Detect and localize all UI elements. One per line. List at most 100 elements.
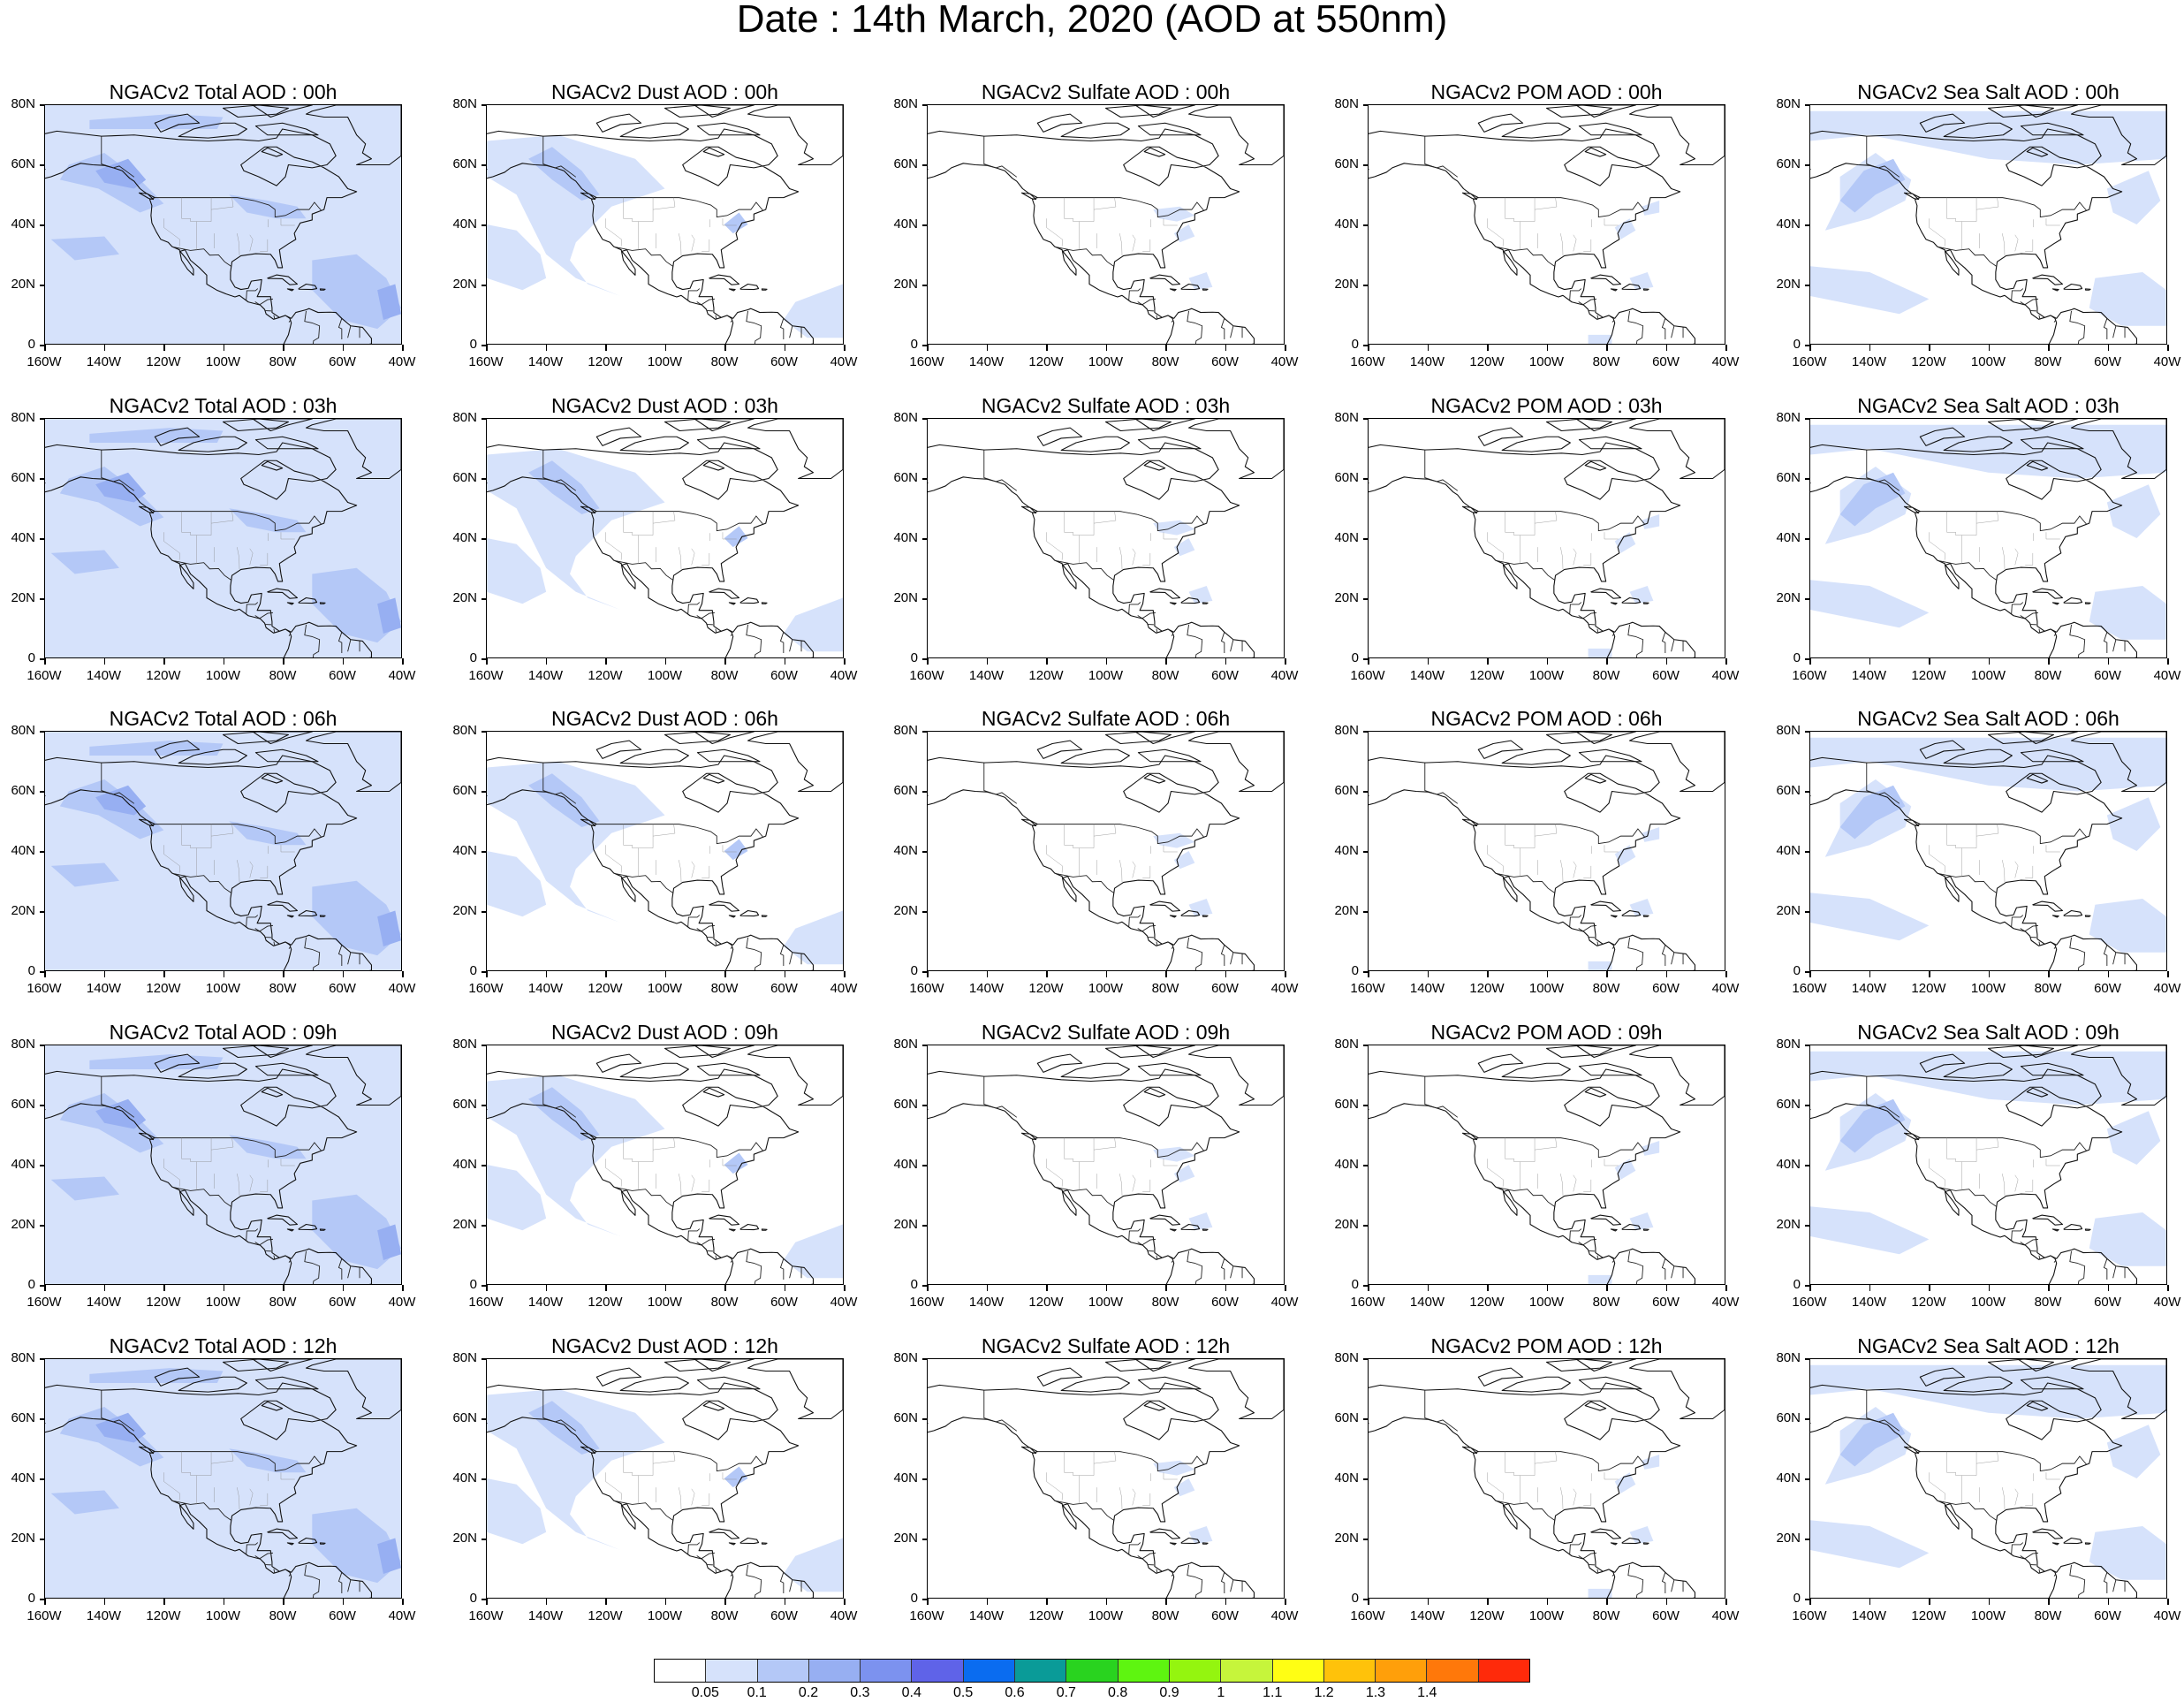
state-border — [2002, 1174, 2006, 1197]
x-tick-label: 140W — [86, 668, 122, 683]
y-tick-label: 80N — [1334, 410, 1359, 425]
x-tick-label: 160W — [468, 668, 504, 683]
coastline — [761, 602, 768, 604]
y-tick-label: 80N — [893, 96, 918, 111]
state-border — [1046, 218, 1063, 247]
country-border — [2038, 1569, 2041, 1574]
state-border — [2025, 1179, 2034, 1192]
panel-title: NGACv2 Sea Salt AOD : 12h — [1857, 1334, 2120, 1357]
aod-shading — [1188, 899, 1213, 917]
country-border — [1937, 559, 1998, 581]
x-tick-label: 140W — [968, 1608, 1005, 1623]
y-tick-mark — [482, 1539, 487, 1540]
aod-shading — [229, 821, 307, 846]
x-tick-label: 140W — [527, 1608, 564, 1623]
coastline — [1169, 1228, 1177, 1232]
y-tick-mark — [1805, 658, 1810, 660]
map-svg — [1810, 732, 2166, 970]
country-border — [101, 136, 135, 178]
y-tick-label: 60N — [11, 1097, 35, 1112]
x-tick-mark — [1725, 1285, 1727, 1291]
panel-title: NGACv2 Sulfate AOD : 09h — [981, 1021, 1231, 1044]
coastline — [728, 1228, 736, 1232]
coastline — [595, 1367, 642, 1387]
x-tick-mark — [784, 345, 785, 351]
x-tick-mark — [1809, 971, 1811, 977]
x-tick-label: 40W — [1711, 1608, 1740, 1623]
y-tick-mark — [922, 1539, 928, 1540]
x-tick-mark — [342, 658, 344, 665]
coastline — [2070, 105, 2166, 166]
y-tick-mark — [40, 791, 45, 793]
country-border — [789, 639, 793, 652]
state-border — [1946, 1451, 1977, 1476]
coastline — [1369, 1068, 1696, 1284]
x-tick-label: 120W — [1911, 354, 1946, 369]
x-tick-mark — [486, 658, 488, 665]
colorbar-swatch — [757, 1660, 809, 1682]
country-border — [1578, 1552, 1596, 1559]
y-tick-mark — [1805, 731, 1810, 733]
country-border — [337, 318, 343, 339]
country-border — [2103, 632, 2108, 653]
coastline — [222, 732, 289, 745]
panel-title: NGACv2 Sulfate AOD : 00h — [981, 80, 1231, 103]
x-tick-label: 40W — [388, 1608, 416, 1623]
country-border — [1495, 559, 1556, 581]
state-border — [1573, 234, 1577, 252]
state-border — [1604, 218, 1619, 226]
x-tick-mark — [1929, 971, 1930, 977]
aod-map — [1368, 1045, 1725, 1285]
state-border — [1976, 1451, 1999, 1464]
y-tick-mark — [1805, 1478, 1810, 1480]
state-border — [1064, 1451, 1095, 1476]
state-border — [2045, 532, 2060, 540]
country-border — [696, 1552, 715, 1559]
y-tick-label: 60N — [893, 1410, 918, 1425]
coastline — [2063, 283, 2083, 291]
map-panel-dust-03h: NGACv2 Dust AOD : 03h 80N 60N 40N 20N 0 160W 14… — [442, 391, 883, 705]
country-border — [101, 450, 135, 491]
coastline — [319, 602, 326, 604]
coastline — [222, 419, 289, 432]
coastline — [709, 588, 740, 599]
coastline — [1610, 1542, 1618, 1546]
coastline — [694, 1359, 755, 1372]
y-tick-label: 20N — [893, 590, 918, 605]
y-tick-mark — [922, 1045, 928, 1046]
country-border — [304, 937, 321, 970]
y-tick-mark — [482, 1358, 487, 1360]
x-tick-mark — [2048, 971, 2050, 977]
aod-shading — [783, 1538, 843, 1592]
coastline — [1477, 740, 1524, 759]
x-tick-label: 140W — [1409, 1295, 1445, 1310]
aod-map — [927, 731, 1285, 971]
coastline — [319, 1542, 326, 1545]
state-border — [691, 861, 695, 878]
y-tick-mark — [1363, 478, 1369, 480]
x-tick-label: 40W — [2153, 981, 2181, 996]
x-tick-mark — [1665, 658, 1667, 665]
state-border — [163, 532, 180, 560]
aod-shading — [783, 1224, 843, 1279]
coastline — [2020, 1062, 2084, 1076]
y-tick-mark — [1805, 1358, 1810, 1360]
country-border — [2103, 1258, 2108, 1280]
country-border — [1920, 511, 2087, 532]
aod-shading — [1641, 514, 1660, 529]
y-tick-mark — [1805, 164, 1810, 166]
coastline — [580, 1446, 596, 1455]
y-tick-mark — [1363, 538, 1369, 540]
country-border — [2053, 1260, 2056, 1263]
coastline — [1642, 1228, 1649, 1231]
y-tick-label: 0 — [27, 1591, 35, 1606]
x-tick-mark — [1546, 971, 1548, 977]
x-tick-mark — [545, 1599, 547, 1605]
y-tick-mark — [482, 1165, 487, 1166]
y-tick-label: 0 — [1351, 1277, 1359, 1292]
x-tick-label: 160W — [1792, 354, 1827, 369]
state-border — [653, 824, 676, 837]
x-tick-mark — [1929, 1599, 1930, 1605]
y-tick-mark — [1363, 851, 1369, 853]
country-border — [1187, 624, 1203, 657]
